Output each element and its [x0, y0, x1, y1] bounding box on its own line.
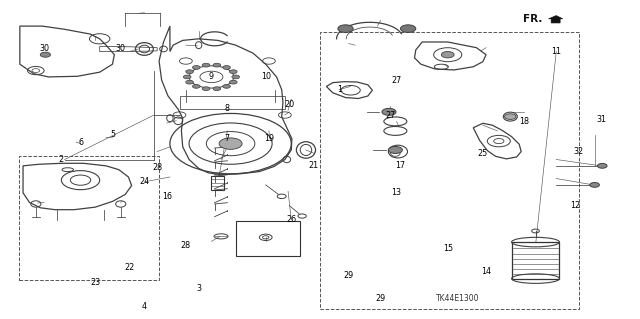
- Text: 31: 31: [596, 115, 606, 124]
- Text: 19: 19: [264, 134, 274, 143]
- Text: 7: 7: [225, 134, 230, 143]
- Text: 23: 23: [90, 278, 100, 287]
- Circle shape: [388, 146, 403, 153]
- Circle shape: [230, 70, 237, 74]
- Text: 11: 11: [551, 47, 561, 56]
- Text: FR.: FR.: [523, 14, 542, 24]
- Circle shape: [186, 80, 193, 84]
- Text: 25: 25: [477, 149, 488, 158]
- Text: 24: 24: [140, 177, 150, 186]
- Text: 30: 30: [39, 44, 49, 53]
- Text: 9: 9: [209, 72, 214, 81]
- Text: 6: 6: [78, 137, 83, 146]
- Text: 1: 1: [337, 85, 342, 94]
- Text: 20: 20: [284, 100, 294, 109]
- Bar: [19, 156, 159, 280]
- Text: 27: 27: [392, 76, 402, 85]
- Text: 15: 15: [443, 244, 452, 253]
- Circle shape: [193, 85, 200, 88]
- Bar: [320, 33, 579, 309]
- Text: 3: 3: [196, 284, 201, 293]
- Text: 28: 28: [152, 163, 162, 172]
- Text: 29: 29: [376, 294, 386, 303]
- Text: 14: 14: [481, 267, 491, 276]
- Bar: [511, 242, 559, 278]
- Text: 10: 10: [260, 72, 271, 81]
- Text: 30: 30: [116, 44, 125, 53]
- Ellipse shape: [598, 163, 607, 168]
- Circle shape: [186, 70, 193, 74]
- Bar: [211, 176, 224, 190]
- Circle shape: [213, 63, 221, 67]
- Circle shape: [504, 114, 516, 120]
- Circle shape: [202, 63, 210, 67]
- Text: 16: 16: [162, 191, 172, 201]
- Circle shape: [230, 80, 237, 84]
- Circle shape: [202, 87, 210, 91]
- Text: 5: 5: [110, 130, 115, 138]
- Bar: [236, 221, 300, 256]
- Text: 4: 4: [142, 302, 147, 311]
- Circle shape: [223, 85, 230, 88]
- Circle shape: [442, 51, 454, 58]
- Text: 12: 12: [570, 201, 580, 210]
- Text: 13: 13: [392, 188, 402, 197]
- Circle shape: [183, 75, 191, 79]
- Text: TK44E1300: TK44E1300: [436, 294, 479, 303]
- Text: 22: 22: [125, 263, 135, 272]
- Text: 18: 18: [519, 117, 529, 126]
- Text: 32: 32: [573, 147, 584, 156]
- Polygon shape: [548, 16, 563, 23]
- Ellipse shape: [590, 182, 600, 187]
- Text: 21: 21: [308, 161, 319, 170]
- Text: 17: 17: [395, 161, 405, 170]
- Text: 28: 28: [181, 241, 191, 250]
- Circle shape: [40, 52, 51, 57]
- Circle shape: [382, 108, 396, 115]
- Circle shape: [232, 75, 239, 79]
- Circle shape: [219, 138, 242, 149]
- Text: 27: 27: [385, 111, 396, 120]
- Text: 26: 26: [286, 215, 296, 224]
- Text: 29: 29: [344, 271, 354, 280]
- Circle shape: [193, 66, 200, 70]
- Circle shape: [338, 25, 353, 33]
- Circle shape: [401, 25, 416, 33]
- Text: 8: 8: [225, 104, 230, 113]
- Text: 2: 2: [59, 155, 64, 164]
- Circle shape: [223, 66, 230, 70]
- Circle shape: [213, 87, 221, 91]
